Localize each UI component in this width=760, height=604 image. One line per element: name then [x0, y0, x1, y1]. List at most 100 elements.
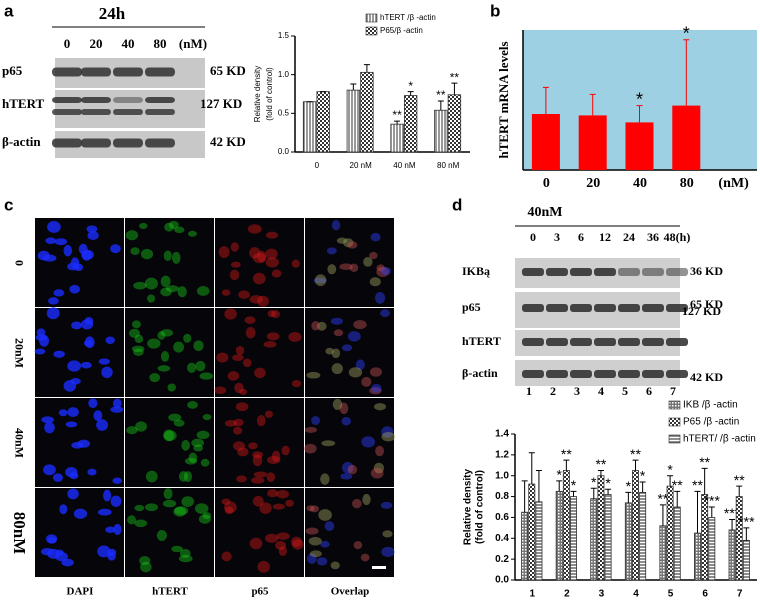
- cell: [355, 359, 365, 371]
- cell: [140, 248, 154, 260]
- error-bar: [632, 459, 639, 471]
- cell: [320, 473, 330, 485]
- cell: [107, 548, 117, 557]
- error-bar: [556, 480, 563, 492]
- blot-band: [570, 268, 592, 276]
- cell: [371, 383, 382, 393]
- cell: [309, 550, 322, 558]
- y-tick-label: 0.6: [495, 512, 509, 523]
- y-tick-label: 1.5: [278, 31, 290, 40]
- cell: [67, 360, 82, 372]
- cell: [291, 380, 302, 388]
- x-tick-label: 0: [315, 161, 320, 170]
- blot-band: [113, 138, 143, 148]
- bar: [639, 491, 647, 581]
- protein-label: p65: [462, 300, 481, 314]
- cell: [353, 541, 363, 550]
- lane-label: 12: [599, 230, 611, 244]
- cell: [69, 284, 81, 294]
- significance: **: [595, 456, 606, 472]
- cell: [248, 442, 258, 450]
- lane-label: 0: [530, 230, 536, 244]
- bar: [604, 494, 612, 581]
- cell: [369, 387, 382, 395]
- cell: [113, 523, 122, 536]
- cell: [347, 464, 358, 475]
- cell: [87, 231, 99, 240]
- cell: [173, 341, 184, 353]
- micrograph: [305, 218, 394, 307]
- cell: [266, 456, 281, 465]
- panel-letter: b: [490, 1, 500, 20]
- cell: [202, 413, 212, 421]
- legend-swatch: [668, 417, 681, 427]
- cell: [160, 351, 170, 362]
- cell: [157, 365, 171, 372]
- legend-label: hTERT /β -actin: [380, 13, 436, 22]
- blot-band: [81, 67, 111, 77]
- cell: [139, 222, 148, 230]
- error-bar: [605, 488, 612, 495]
- bar: [666, 485, 674, 581]
- blot-band: [666, 268, 688, 276]
- significance: **: [436, 88, 446, 102]
- significance: *: [683, 24, 690, 44]
- cell: [144, 503, 159, 512]
- y-axis-label: hTERT mRNA levels: [496, 41, 511, 158]
- cell: [265, 257, 280, 268]
- cell: [135, 421, 148, 432]
- blot-band: [570, 338, 592, 346]
- column-label: Overlap: [331, 586, 370, 598]
- error-bar: [729, 519, 736, 530]
- cell: [88, 398, 98, 409]
- cell: [221, 551, 232, 562]
- bar: [694, 532, 701, 581]
- y-tick-label: 1.0: [278, 70, 290, 79]
- cell: [285, 499, 294, 507]
- error-bar: [667, 475, 674, 487]
- cell: [347, 331, 361, 342]
- cell: [160, 287, 172, 297]
- significance: **: [561, 446, 572, 462]
- cell: [380, 309, 390, 318]
- significance: **: [672, 477, 683, 493]
- cell: [340, 473, 353, 480]
- y-tick-label: 0.0: [278, 147, 290, 156]
- error-bar: [736, 485, 743, 497]
- cell: [163, 429, 175, 442]
- cell: [198, 514, 212, 524]
- error-bar: [350, 83, 357, 91]
- cell: [341, 416, 351, 426]
- cell: [172, 251, 181, 264]
- protein-label: β-actin: [2, 134, 41, 149]
- bar: [625, 122, 654, 170]
- y-tick-label: 0.0: [495, 575, 509, 586]
- cell: [361, 436, 376, 448]
- blot-band: [113, 109, 143, 115]
- y-tick-label: 1.2: [495, 449, 509, 460]
- cell: [134, 519, 148, 528]
- micrograph: [305, 308, 394, 397]
- micrograph: [215, 488, 304, 577]
- micrograph: [35, 218, 124, 307]
- significance: *: [605, 475, 611, 491]
- blot-band: [522, 304, 544, 312]
- cell: [200, 458, 210, 467]
- legend-label: P65 /β -actin: [683, 417, 739, 428]
- cell: [77, 439, 91, 448]
- lane-number: 6: [646, 384, 652, 398]
- blot-dose: 40nM: [528, 205, 563, 220]
- cell: [237, 447, 249, 457]
- blot-band: [52, 67, 82, 77]
- cell: [249, 247, 261, 259]
- significance: *: [640, 468, 646, 484]
- cell: [252, 495, 264, 507]
- y-axis-label: (fold of control): [265, 67, 274, 121]
- x-tick-label: 6: [702, 589, 708, 600]
- cell: [196, 286, 210, 296]
- cell: [253, 471, 268, 478]
- cell: [281, 445, 290, 456]
- cell: [342, 461, 354, 474]
- cell: [271, 310, 281, 319]
- lane-label: 40: [122, 36, 135, 51]
